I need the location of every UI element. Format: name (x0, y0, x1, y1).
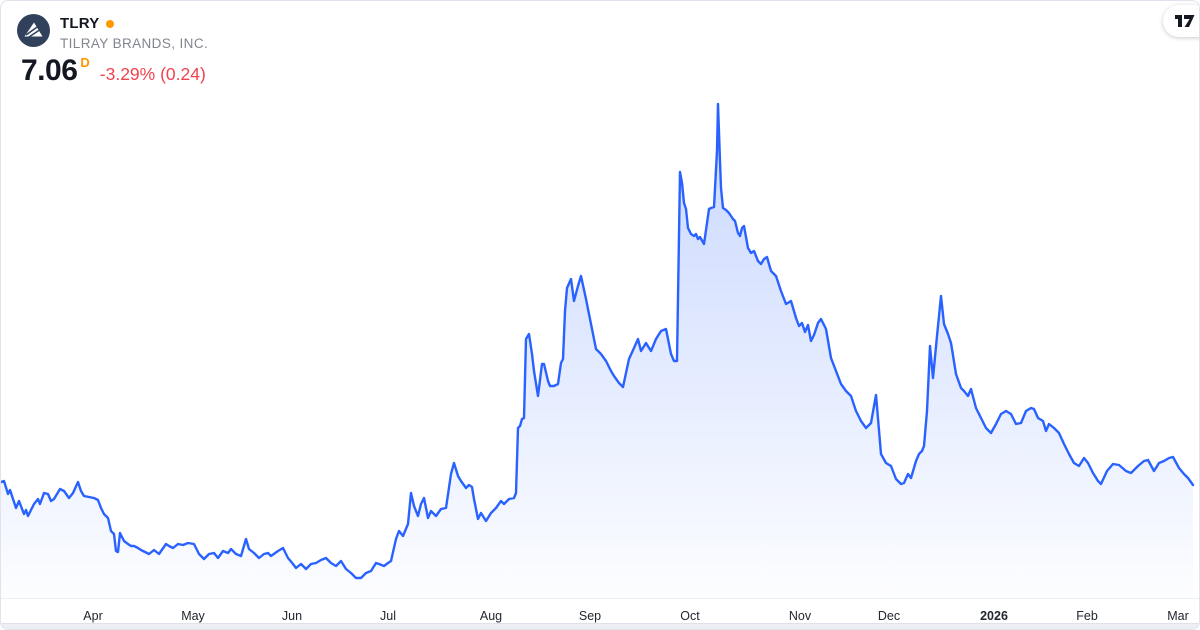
market-status-dot-icon (106, 19, 115, 28)
last-price: 7.06 (21, 54, 78, 87)
x-axis-label: Apr (83, 609, 103, 623)
interval-badge[interactable]: D (80, 55, 90, 70)
tradingview-logo-icon (1175, 15, 1195, 27)
axis-separator-line (1, 598, 1199, 599)
x-axis-label: Aug (479, 609, 503, 623)
tilray-logo-icon (17, 14, 50, 47)
x-axis-label: Sep (578, 609, 602, 623)
symbol-ticker[interactable]: TLRY (60, 15, 100, 32)
price-row: 7.06 D -3.29% (0.24) (21, 54, 206, 88)
x-axis-label: Mar (1167, 609, 1189, 623)
x-axis-label: Jul (380, 609, 396, 623)
x-axis-label: Nov (788, 609, 812, 623)
x-axis-label: Jun (281, 609, 303, 623)
company-name: TILRAY BRANDS, INC. (60, 36, 209, 51)
price-line (1, 102, 1195, 580)
x-axis[interactable]: Apr May Jun Jul Aug Sep Oct Nov Dec 2026 Feb Mar (1, 607, 1199, 627)
price-change: -3.29% (0.24) (99, 64, 206, 84)
bottom-toolbar-strip (1, 623, 1199, 629)
x-axis-label: 2026 (980, 609, 1008, 623)
x-axis-label: Oct (680, 609, 700, 623)
x-axis-label: Dec (877, 609, 901, 623)
symbol-header[interactable]: TLRY TILRAY BRANDS, INC. (17, 14, 208, 51)
x-axis-label: May (181, 609, 205, 623)
x-axis-label: Feb (1076, 609, 1098, 623)
tradingview-link[interactable] (1163, 5, 1199, 37)
